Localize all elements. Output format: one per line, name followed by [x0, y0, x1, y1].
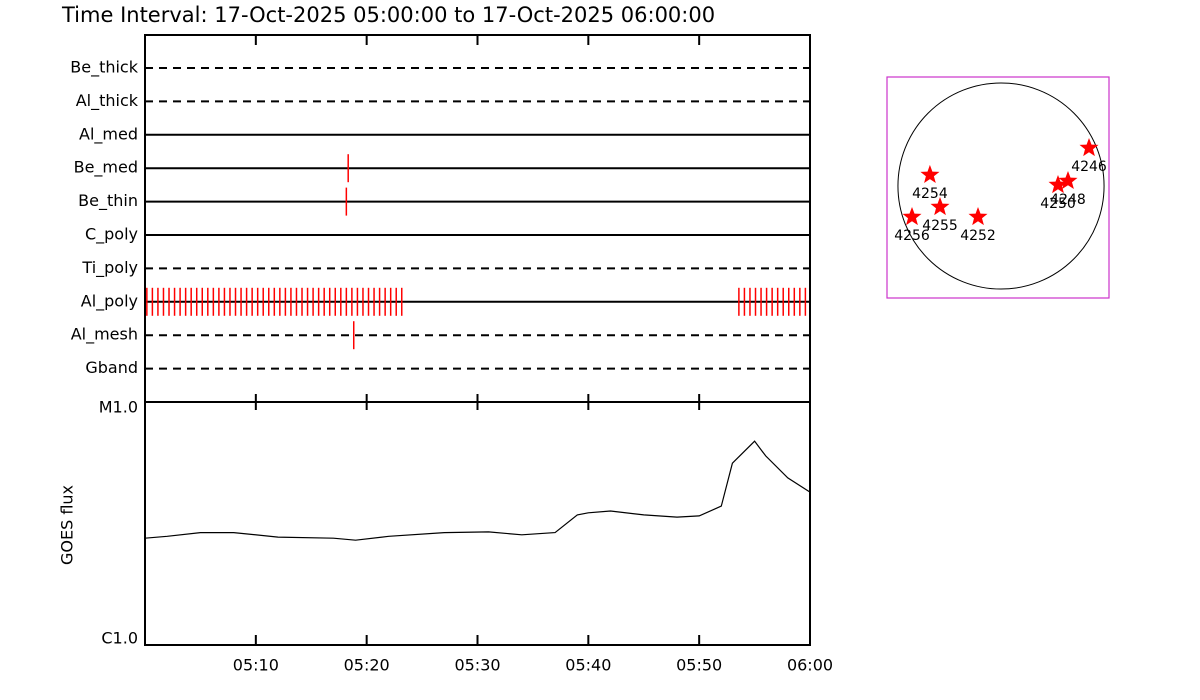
x-tick-label: 05:10: [233, 656, 279, 675]
row-label: Al_thick: [76, 91, 139, 111]
row-label: Gband: [85, 358, 138, 377]
row-label: Al_mesh: [71, 325, 138, 345]
solar-disk: [897, 82, 1105, 290]
region-star: [968, 207, 988, 226]
y-tick-label: C1.0: [101, 629, 138, 648]
x-tick-label: 05:50: [676, 656, 722, 675]
chart-title: Time Interval: 17-Oct-2025 05:00:00 to 1…: [61, 3, 715, 27]
region-star: [920, 164, 940, 183]
row-label: C_poly: [85, 225, 138, 245]
x-tick-label: 05:20: [344, 656, 390, 675]
region-label: 4252: [960, 228, 996, 244]
region-label: 4255: [922, 218, 958, 234]
region-star: [930, 197, 950, 216]
region-star: [1079, 138, 1099, 157]
y-axis-label: GOES flux: [58, 485, 77, 565]
row-label: Be_thin: [78, 191, 138, 211]
x-tick-label: 05:40: [565, 656, 611, 675]
region-star: [1058, 171, 1078, 189]
region-label: 4254: [912, 186, 948, 202]
row-label: Al_poly: [81, 291, 138, 311]
row-label: Be_med: [74, 158, 138, 178]
region-label: 4250: [1040, 196, 1076, 212]
x-tick-label: 05:30: [454, 656, 500, 675]
region-label: 4256: [894, 228, 930, 244]
goes-line: [144, 440, 811, 541]
region-label: 4246: [1071, 159, 1107, 175]
region-star: [902, 207, 922, 226]
row-label: Ti_poly: [81, 258, 138, 278]
region-star: [1048, 175, 1068, 194]
region-label: 4248: [1050, 192, 1086, 208]
y-tick-label: M1.0: [99, 398, 138, 417]
x-tick-label: 06:00: [787, 656, 833, 675]
row-label: Al_med: [79, 124, 138, 144]
row-label: Be_thick: [70, 58, 138, 78]
map-frame: [886, 76, 1110, 299]
